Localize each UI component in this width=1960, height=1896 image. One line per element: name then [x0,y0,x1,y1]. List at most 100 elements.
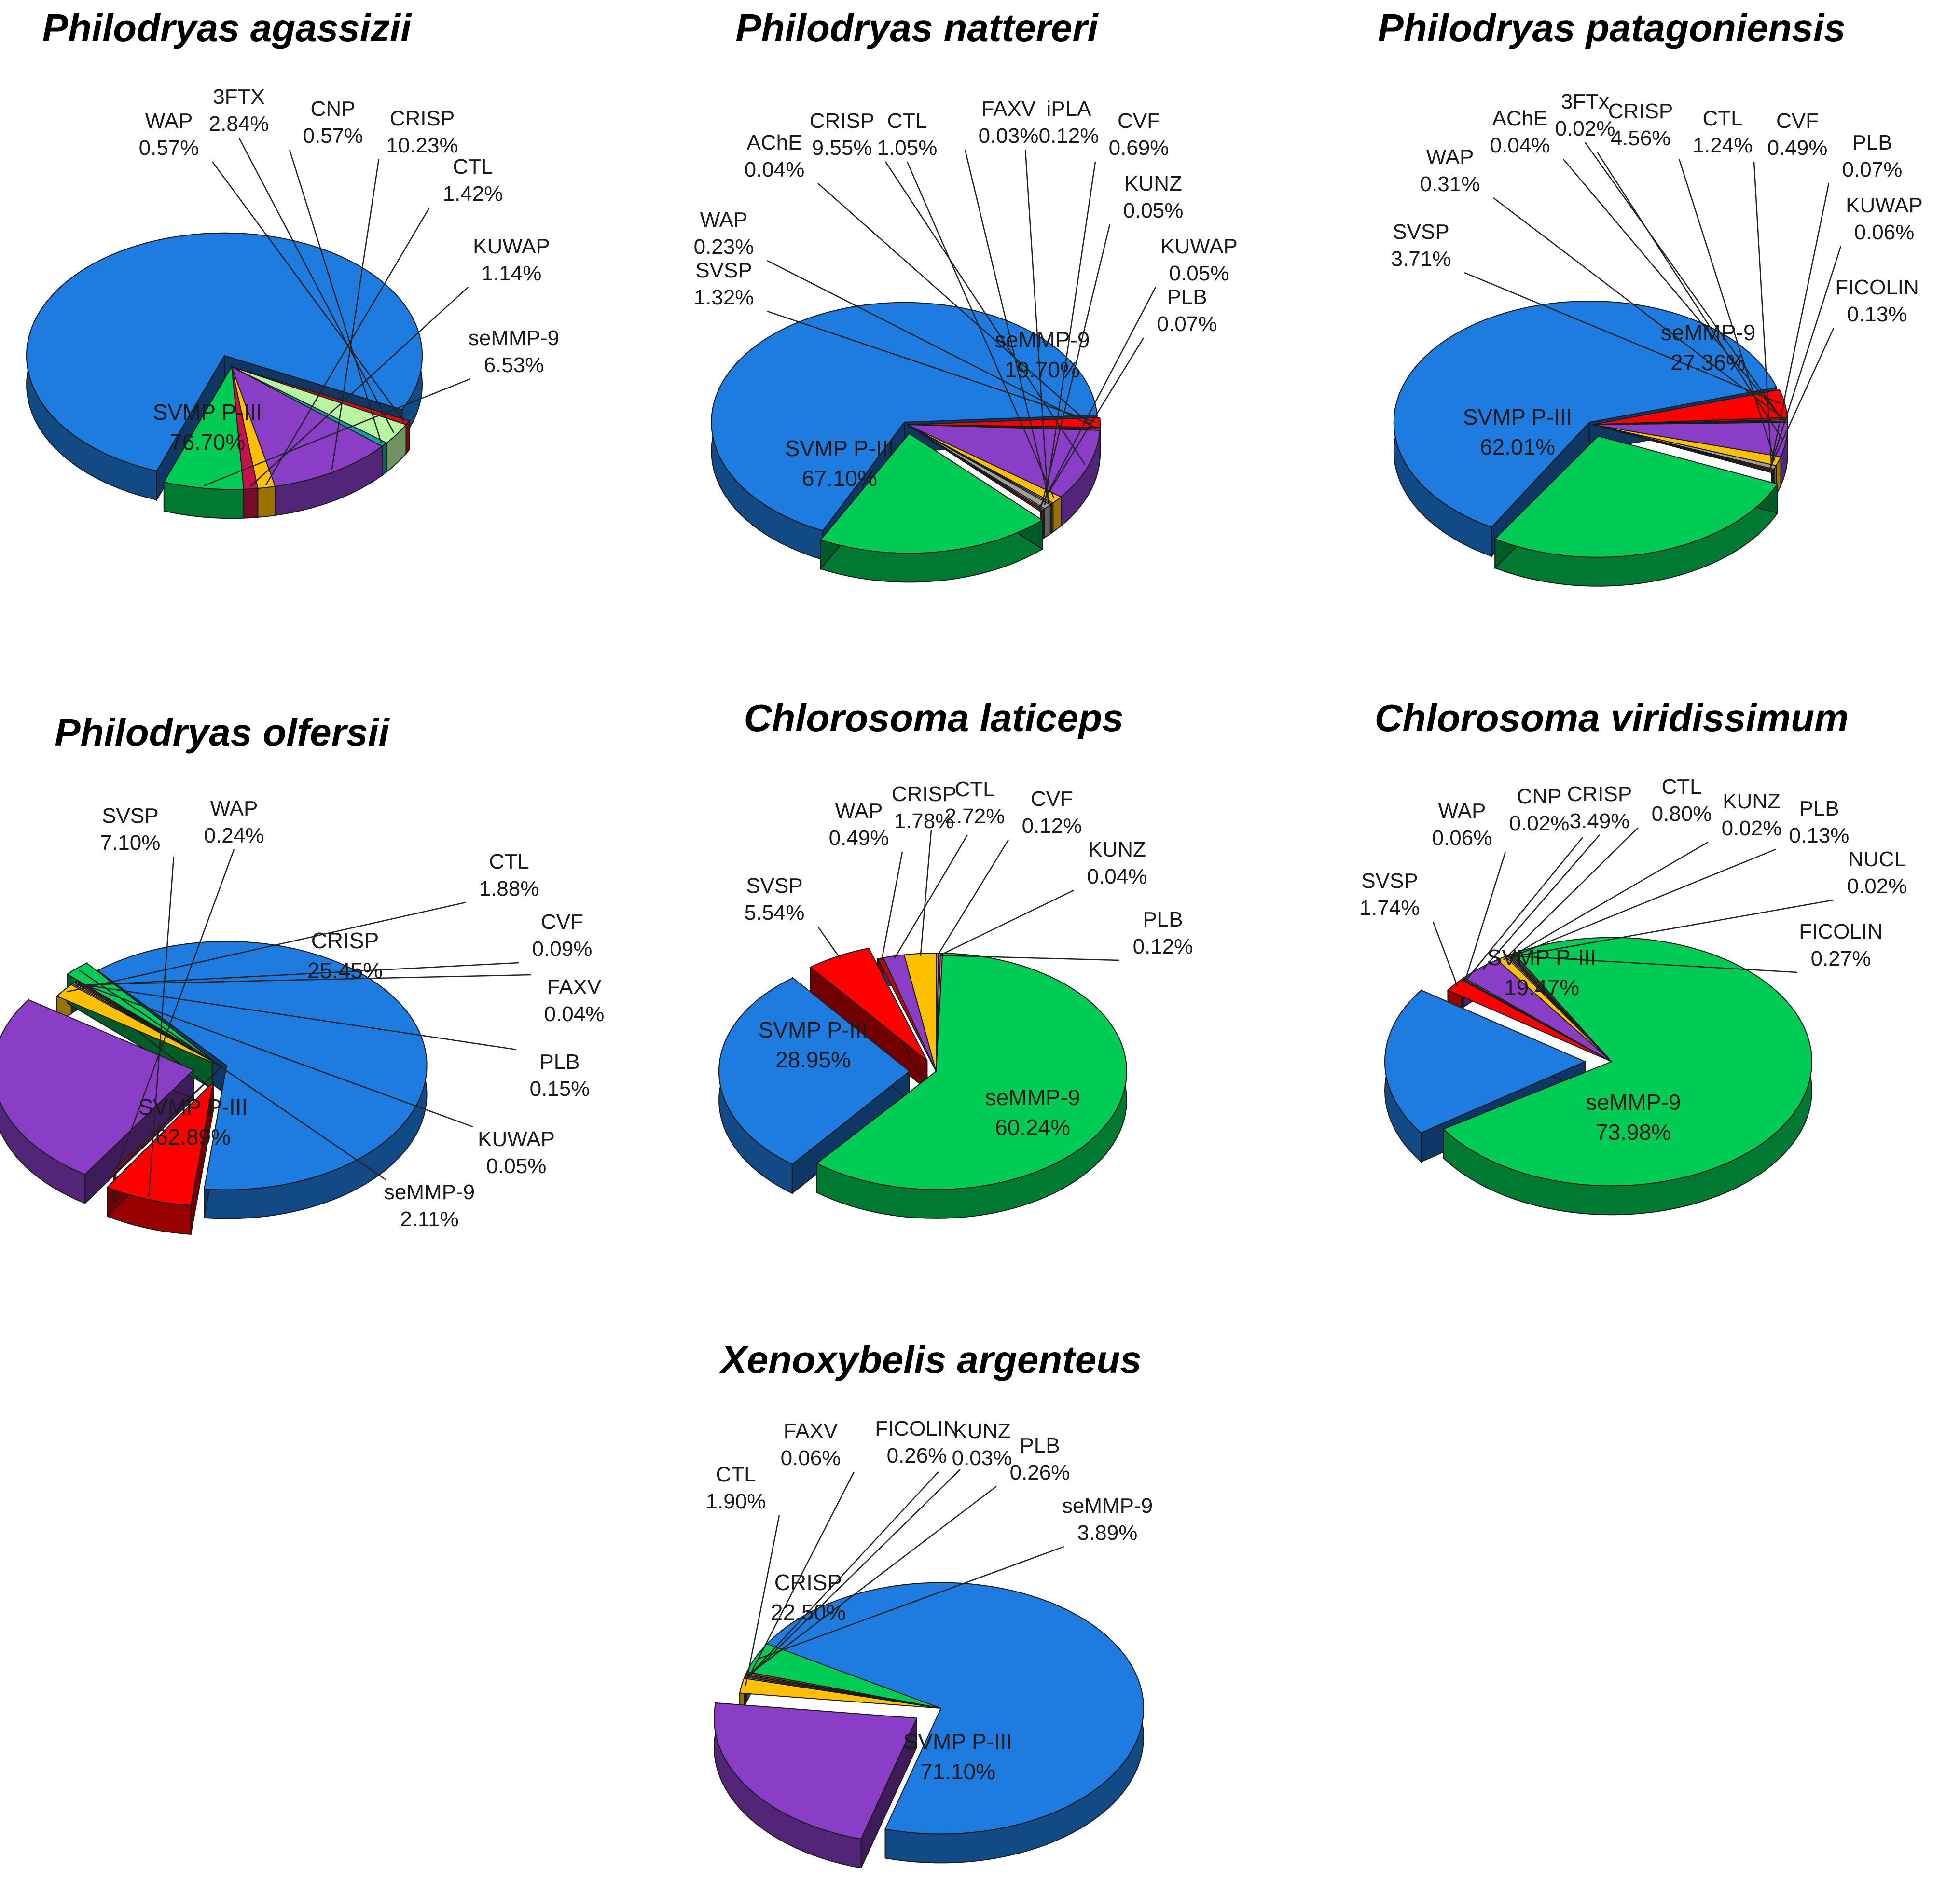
slice-value: 0.80% [1652,802,1712,826]
slice-label: PLB [1852,131,1892,154]
slice-value: 3.71% [1391,247,1451,271]
slice-label: CRISP [892,782,956,806]
slice-label: PLB [1167,285,1207,309]
chart-title: Chlorosoma laticeps [744,696,1124,739]
leader-line [938,840,1008,955]
slice-value: 0.23% [694,235,754,259]
slice-value: 0.07% [1842,158,1903,181]
slice-value: 0.05% [1123,199,1184,222]
slice-value: 19.47% [1504,975,1579,1000]
slice-value: 0.27% [1811,947,1871,970]
slice-value: 4.56% [1611,126,1671,150]
slice-value: 0.02% [1555,117,1615,140]
slice-label: WAP [700,208,748,232]
slice-label: seMMP-9 [995,327,1090,352]
slice-value: 0.13% [1847,303,1907,326]
slice-value: 0.03% [979,124,1039,148]
slice-side-wap [406,421,409,454]
slice-label: SVSP [102,804,158,828]
slice-label: PLB [1020,1434,1060,1457]
slice-label: seMMP-9 [1586,1090,1681,1115]
slice-label: CTL [1661,775,1701,799]
slice-value: 0.04% [1490,134,1550,157]
leader-line [882,852,902,960]
slice-value: 0.12% [1039,124,1099,148]
slice-value: 1.05% [877,136,938,160]
slice-value: 19.70% [1005,357,1080,382]
slice-label: CVF [541,910,583,934]
slice-value: 10.23% [386,134,458,157]
slice-value: 0.15% [530,1077,590,1101]
slice-label: CNP [311,97,356,121]
slice-label: KUWAP [478,1127,555,1151]
slice-value: 0.49% [1767,136,1828,160]
slice-label: AChE [747,131,802,154]
chart-title: Chlorosoma viridissimum [1375,696,1849,739]
slice-label: KUNZ [953,1419,1011,1443]
slice-value: 0.06% [781,1446,841,1470]
slice-label: CVF [1031,787,1073,811]
chart-title: Xenoxybelis argenteus [719,1338,1141,1381]
slice-value: 1.24% [1693,134,1753,157]
slice-value: 0.31% [1420,172,1480,196]
slice-label: FAXV [784,1419,838,1443]
slice-value: 0.26% [1010,1461,1070,1484]
slice-label: FAXV [981,97,1036,121]
slice-label: seMMP-9 [1661,320,1756,345]
slice-label: SVSP [695,259,752,282]
slice-label: 3FTx [1561,90,1609,113]
slice-value: 0.04% [745,158,805,181]
slice-value: 0.02% [1509,812,1570,835]
slice-value: 62.01% [1480,434,1555,459]
slice-value: 3.89% [1077,1521,1138,1545]
slice-value: 7.10% [100,831,161,855]
slice-side-kuwap [244,488,258,518]
slice-label: FICOLIN [1799,920,1883,943]
slice-value: 1.14% [482,262,542,285]
slice-value: 0.09% [532,937,593,961]
slice-label: SVMP P-III [785,436,895,461]
slice-value: 0.12% [1022,814,1082,838]
slice-label: seMMP-9 [384,1180,475,1204]
slice-value: 6.53% [484,353,544,377]
slice-value: 27.36% [1670,350,1746,375]
slice-crisp [714,1703,917,1839]
slice-label: CTL [453,155,493,179]
chart-title: Philodryas olfersii [55,711,390,754]
slice-value: 1.90% [706,1490,766,1513]
leader-line [1769,246,1841,470]
slice-label: KUWAP [1160,235,1238,258]
slice-label: CTL [489,850,529,873]
slice-label: seMMP-9 [469,326,559,350]
slice-label: CRISP [810,109,874,133]
slice-value: 3.49% [1570,809,1630,833]
slice-value: 0.02% [1722,817,1782,840]
slice-value: 1.74% [1360,896,1420,920]
slice-side-cnp [382,443,386,475]
slice-label: SVMP P-III [903,1729,1013,1754]
leader-line [921,830,931,956]
chart-title: Philodryas nattereri [735,6,1099,49]
leader-line [1433,922,1457,986]
slice-label: WAP [210,797,258,820]
pie-chart-philodryas-nattereri: Philodryas nattereri SVMP P-III 67.10% SVSP… [694,6,1238,582]
slice-label: WAP [145,109,193,133]
slice-value: 5.54% [745,901,805,925]
leader-line [1770,183,1829,469]
slice-value: 67.10% [802,466,877,491]
slice-value: 1.42% [443,182,503,206]
slice-value: 0.03% [952,1446,1012,1470]
slice-label: WAP [1426,145,1474,169]
slice-label: AChE [1492,107,1548,130]
slice-label: FAXV [547,975,602,999]
slice-label: CTL [887,109,927,133]
slice-value: 2.11% [400,1207,459,1231]
slice-label: KUNZ [1088,838,1146,861]
slice-label: FICOLIN [1835,276,1919,299]
slice-value: 0.04% [544,1002,605,1026]
